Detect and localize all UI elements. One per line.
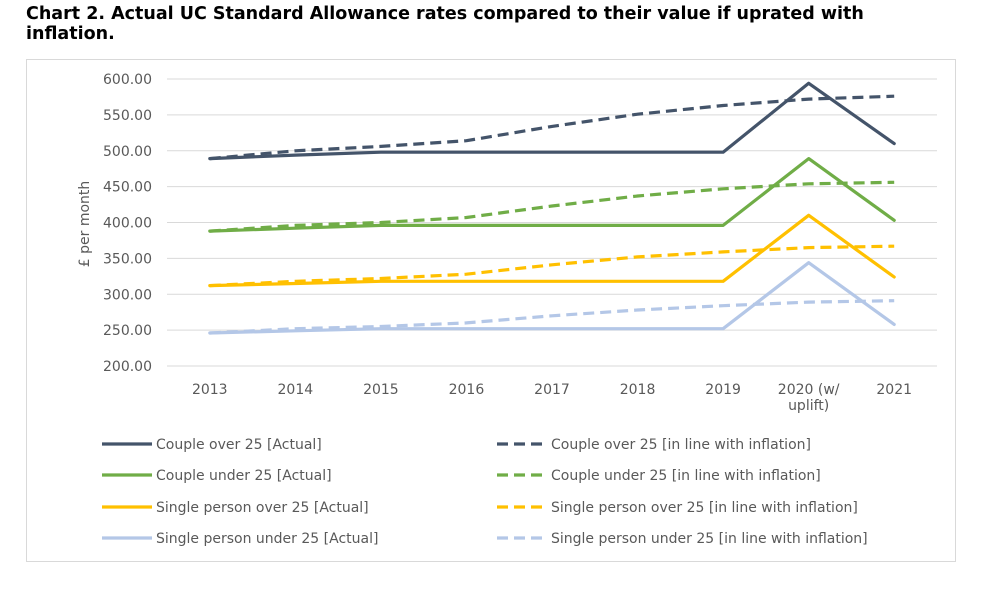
y-tick-label: 300.00 — [103, 287, 152, 303]
series-line-3 — [208, 156, 896, 233]
series-line-1 — [208, 81, 896, 161]
y-tick-label: 450.00 — [103, 180, 152, 196]
legend-label-6: Single person over 25 [in line with infl… — [551, 500, 858, 516]
y-tick-label: 250.00 — [103, 323, 152, 339]
series-line-2 — [209, 94, 895, 161]
x-tick-label: 2020 (w/uplift) — [778, 382, 840, 414]
series-line-5 — [208, 213, 896, 288]
series-line-4 — [209, 180, 895, 233]
series-line-7 — [208, 261, 896, 335]
legend-label-2: Couple over 25 [in line with inflation] — [551, 437, 811, 453]
y-tick-label: 400.00 — [103, 216, 152, 232]
x-tick-label: 2018 — [620, 382, 656, 398]
x-tick-label: 2014 — [278, 382, 314, 398]
legend-label-4: Couple under 25 [in line with inflation] — [551, 468, 821, 484]
series-lines — [208, 81, 896, 335]
y-tick-label: 550.00 — [103, 108, 152, 124]
x-tick-label: 2019 — [705, 382, 741, 398]
y-tick-label: 350.00 — [103, 251, 152, 267]
line-chart: 600.00 550.00 500.00 450.00 400.00 350.00 300.… — [77, 72, 937, 547]
x-tick-label: 2015 — [363, 382, 399, 398]
legend: Couple over 25 [Actual] Couple over 25 [i… — [102, 437, 868, 547]
y-tick-label: 200.00 — [103, 359, 152, 375]
series-line-6 — [209, 244, 895, 288]
chart-title: Chart 2. Actual UC Standard Allowance ra… — [26, 4, 864, 44]
x-axis-tick-labels: 2013 2014 2015 2016 2017 2018 2019 2020 (w/upli… — [192, 382, 912, 414]
legend-label-7: Single person under 25 [Actual] — [156, 531, 378, 547]
legend-label-1: Couple over 25 [Actual] — [156, 437, 322, 453]
x-tick-label: 2017 — [534, 382, 570, 398]
series-line-8 — [209, 299, 895, 335]
y-tick-label: 600.00 — [103, 72, 152, 88]
y-axis-label: £ per month — [77, 181, 93, 268]
x-tick-label: 2021 — [876, 382, 912, 398]
x-tick-label: 2016 — [449, 382, 485, 398]
y-axis-tick-labels: 600.00 550.00 500.00 450.00 400.00 350.00 300.… — [103, 72, 152, 375]
chart-area: 600.00 550.00 500.00 450.00 400.00 350.00 300.… — [26, 59, 956, 562]
legend-label-3: Couple under 25 [Actual] — [156, 468, 332, 484]
y-tick-label: 500.00 — [103, 144, 152, 160]
gridlines — [167, 78, 937, 367]
x-tick-label: 2013 — [192, 382, 228, 398]
legend-label-8: Single person under 25 [in line with inf… — [551, 531, 868, 547]
legend-label-5: Single person over 25 [Actual] — [156, 500, 369, 516]
